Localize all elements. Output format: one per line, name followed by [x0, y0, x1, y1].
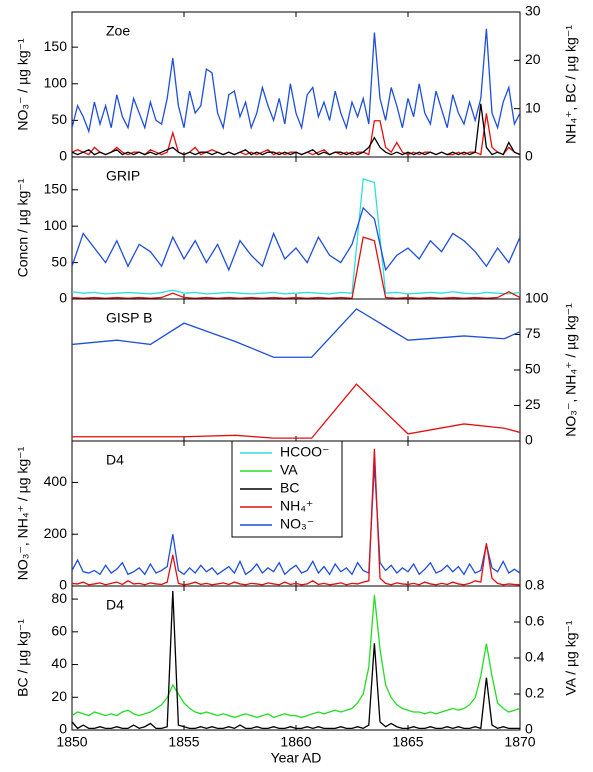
data-line: [72, 236, 520, 299]
data-line: [72, 464, 520, 576]
y-tick-label: 0: [59, 577, 67, 593]
x-tick-label: 1870: [504, 734, 535, 750]
y-tick-label: 150: [44, 38, 68, 54]
data-line: [72, 448, 520, 586]
y-axis-label: NO₃⁻ / µg kg⁻¹: [15, 38, 31, 131]
data-line: [72, 28, 520, 134]
y-axis-label: NO₃⁻, NH₄⁺ / µg kg⁻¹: [15, 446, 31, 580]
y-tick-label: 100: [44, 217, 68, 233]
y2-tick-label: 50: [525, 361, 541, 377]
data-line: [72, 590, 520, 730]
y-axis-label: BC / µg kg⁻¹: [15, 619, 31, 697]
y-tick-label: 40: [51, 655, 67, 671]
panel-label: GISP B: [106, 310, 152, 326]
y-tick-label: 80: [51, 590, 67, 606]
x-tick-label: 1860: [280, 734, 311, 750]
y-tick-label: 150: [44, 180, 68, 196]
y2-tick-label: 30: [525, 3, 541, 19]
y2-tick-label: 0: [525, 148, 533, 164]
y-tick-label: 60: [51, 623, 67, 639]
y-tick-label: 0: [59, 721, 67, 737]
data-line: [72, 177, 520, 295]
y-tick-label: 50: [51, 253, 67, 269]
y2-tick-label: 0.8: [525, 577, 545, 593]
y-tick-label: 200: [44, 525, 68, 541]
y2-tick-label: 100: [525, 290, 549, 306]
y-tick-label: 400: [44, 473, 68, 489]
panel-label: D4: [106, 597, 124, 613]
y2-axis-label: NH₄⁺, BC / µg kg⁻¹: [563, 25, 579, 144]
y2-tick-label: 10: [525, 99, 541, 115]
x-axis-label: Year AD: [271, 750, 322, 766]
legend-label: VA: [280, 462, 298, 478]
y-tick-label: 0: [59, 148, 67, 164]
panel-frame: [71, 11, 521, 158]
legend-label: BC: [280, 480, 299, 496]
legend-label: NO₃⁻: [280, 516, 314, 532]
x-tick-label: 1850: [56, 734, 87, 750]
panel-label: D4: [106, 452, 124, 468]
y2-axis-label: NO₃⁻, NH₄⁺ / µg kg⁻¹: [563, 303, 579, 437]
y2-tick-label: 0: [525, 721, 533, 737]
y-tick-label: 50: [51, 111, 67, 127]
y-tick-label: 20: [51, 688, 67, 704]
data-line: [72, 206, 520, 272]
y-axis-label: Concn / µg kg⁻¹: [15, 178, 31, 277]
data-line: [72, 113, 520, 156]
legend-label: HCOO⁻: [280, 444, 329, 460]
panel-label: Zoe: [106, 23, 130, 39]
y2-tick-label: 20: [525, 51, 541, 67]
y-tick-label: 0: [59, 290, 67, 306]
y2-tick-label: 0.4: [525, 649, 545, 665]
data-line: [72, 383, 520, 439]
y2-tick-label: 0: [525, 432, 533, 448]
panel-label: GRIP: [106, 168, 140, 184]
y2-tick-label: 0.6: [525, 613, 545, 629]
y2-axis-label: VA / µg kg⁻¹: [563, 620, 579, 695]
y2-tick-label: 25: [525, 396, 541, 412]
data-line: [72, 103, 520, 156]
x-tick-label: 1855: [168, 734, 199, 750]
data-line: [72, 308, 520, 358]
y2-tick-label: 75: [525, 325, 541, 341]
y2-tick-label: 0.2: [525, 685, 545, 701]
legend-label: NH₄⁺: [280, 498, 313, 514]
x-tick-label: 1865: [392, 734, 423, 750]
data-line: [72, 594, 520, 719]
y-tick-label: 100: [44, 74, 68, 90]
